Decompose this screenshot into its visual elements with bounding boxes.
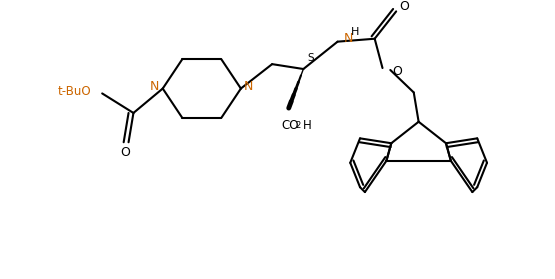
Text: CO: CO bbox=[281, 119, 299, 132]
Text: H: H bbox=[302, 119, 311, 132]
Text: O: O bbox=[399, 0, 409, 13]
Text: t-BuO: t-BuO bbox=[58, 85, 92, 98]
Text: H: H bbox=[351, 27, 360, 37]
Text: N: N bbox=[344, 32, 353, 45]
Text: O: O bbox=[392, 66, 402, 78]
Text: N: N bbox=[244, 80, 254, 93]
Text: N: N bbox=[150, 80, 160, 93]
Text: 2: 2 bbox=[296, 121, 301, 130]
Text: O: O bbox=[120, 146, 130, 158]
Text: S: S bbox=[307, 53, 314, 63]
